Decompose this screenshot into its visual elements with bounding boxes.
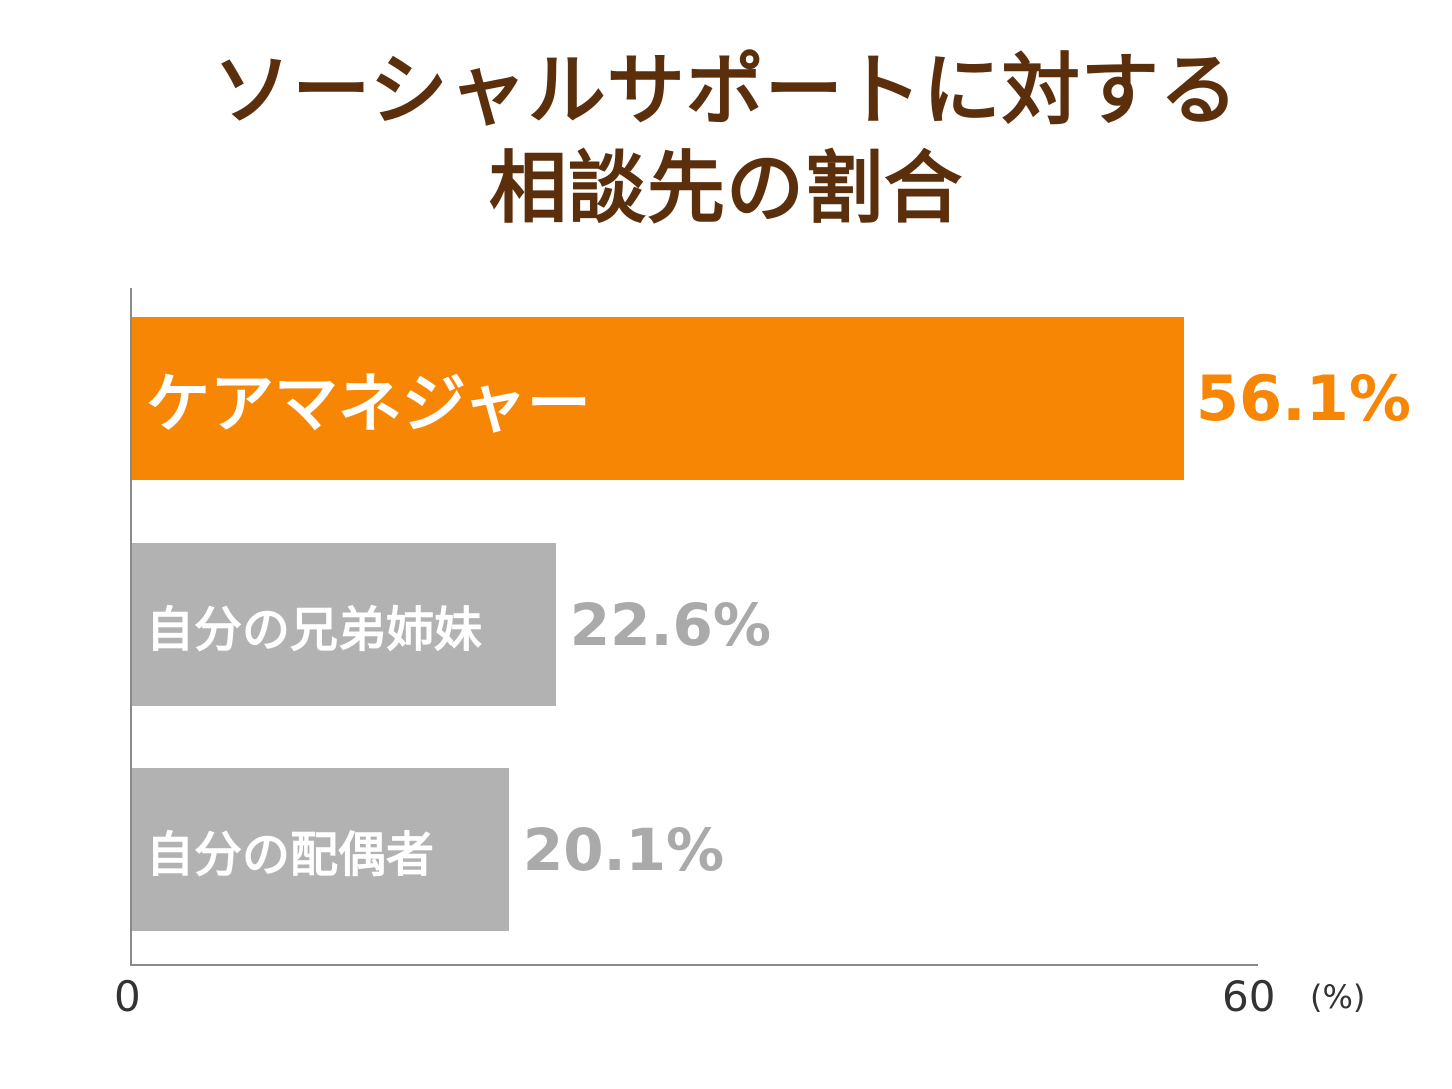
bar-category-label-3: 自分の配偶者 [146,826,435,883]
bar-value-label-2: 22.6% [569,590,771,659]
bar-category-label-1: ケアマネジャー [146,367,591,442]
bar-1 [132,317,1184,480]
y-axis-line [130,288,132,966]
chart-title: ソーシャルサポートに対する 相談先の割合 [0,42,1452,238]
chart-title-line-2: 相談先の割合 [488,144,963,234]
x-axis-line [130,964,1258,966]
x-tick-label-max: 60 [1222,972,1276,1021]
bar-category-label-2: 自分の兄弟姉妹 [146,601,483,658]
bar-3 [132,768,509,931]
chart-title-line-1: ソーシャルサポートに対する [213,46,1239,136]
bar-2 [132,543,556,706]
bar-value-label-3: 20.1% [522,815,725,884]
bar-value-label-1: 56.1% [1195,362,1411,435]
x-tick-label-min: 0 [114,972,141,1021]
x-axis-unit-label: (%) [1310,978,1366,1016]
